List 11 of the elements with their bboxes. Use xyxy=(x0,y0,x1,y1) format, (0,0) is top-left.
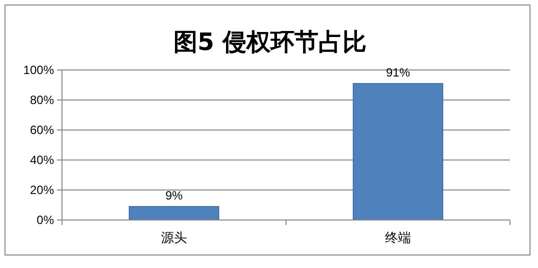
y-tick-label: 60% xyxy=(30,123,54,137)
data-label: 9% xyxy=(165,188,183,202)
data-label: 91% xyxy=(386,66,410,80)
y-tick-label: 20% xyxy=(30,183,54,197)
y-tick-label: 100% xyxy=(23,63,54,77)
x-tick-label: 终端 xyxy=(385,231,411,246)
chart-title: 图5 侵权环节占比 xyxy=(173,28,367,56)
y-tick-label: 80% xyxy=(30,93,54,107)
y-tick-label: 40% xyxy=(30,153,54,167)
x-tick-label: 源头 xyxy=(161,231,187,246)
y-tick-label: 0% xyxy=(36,213,54,227)
